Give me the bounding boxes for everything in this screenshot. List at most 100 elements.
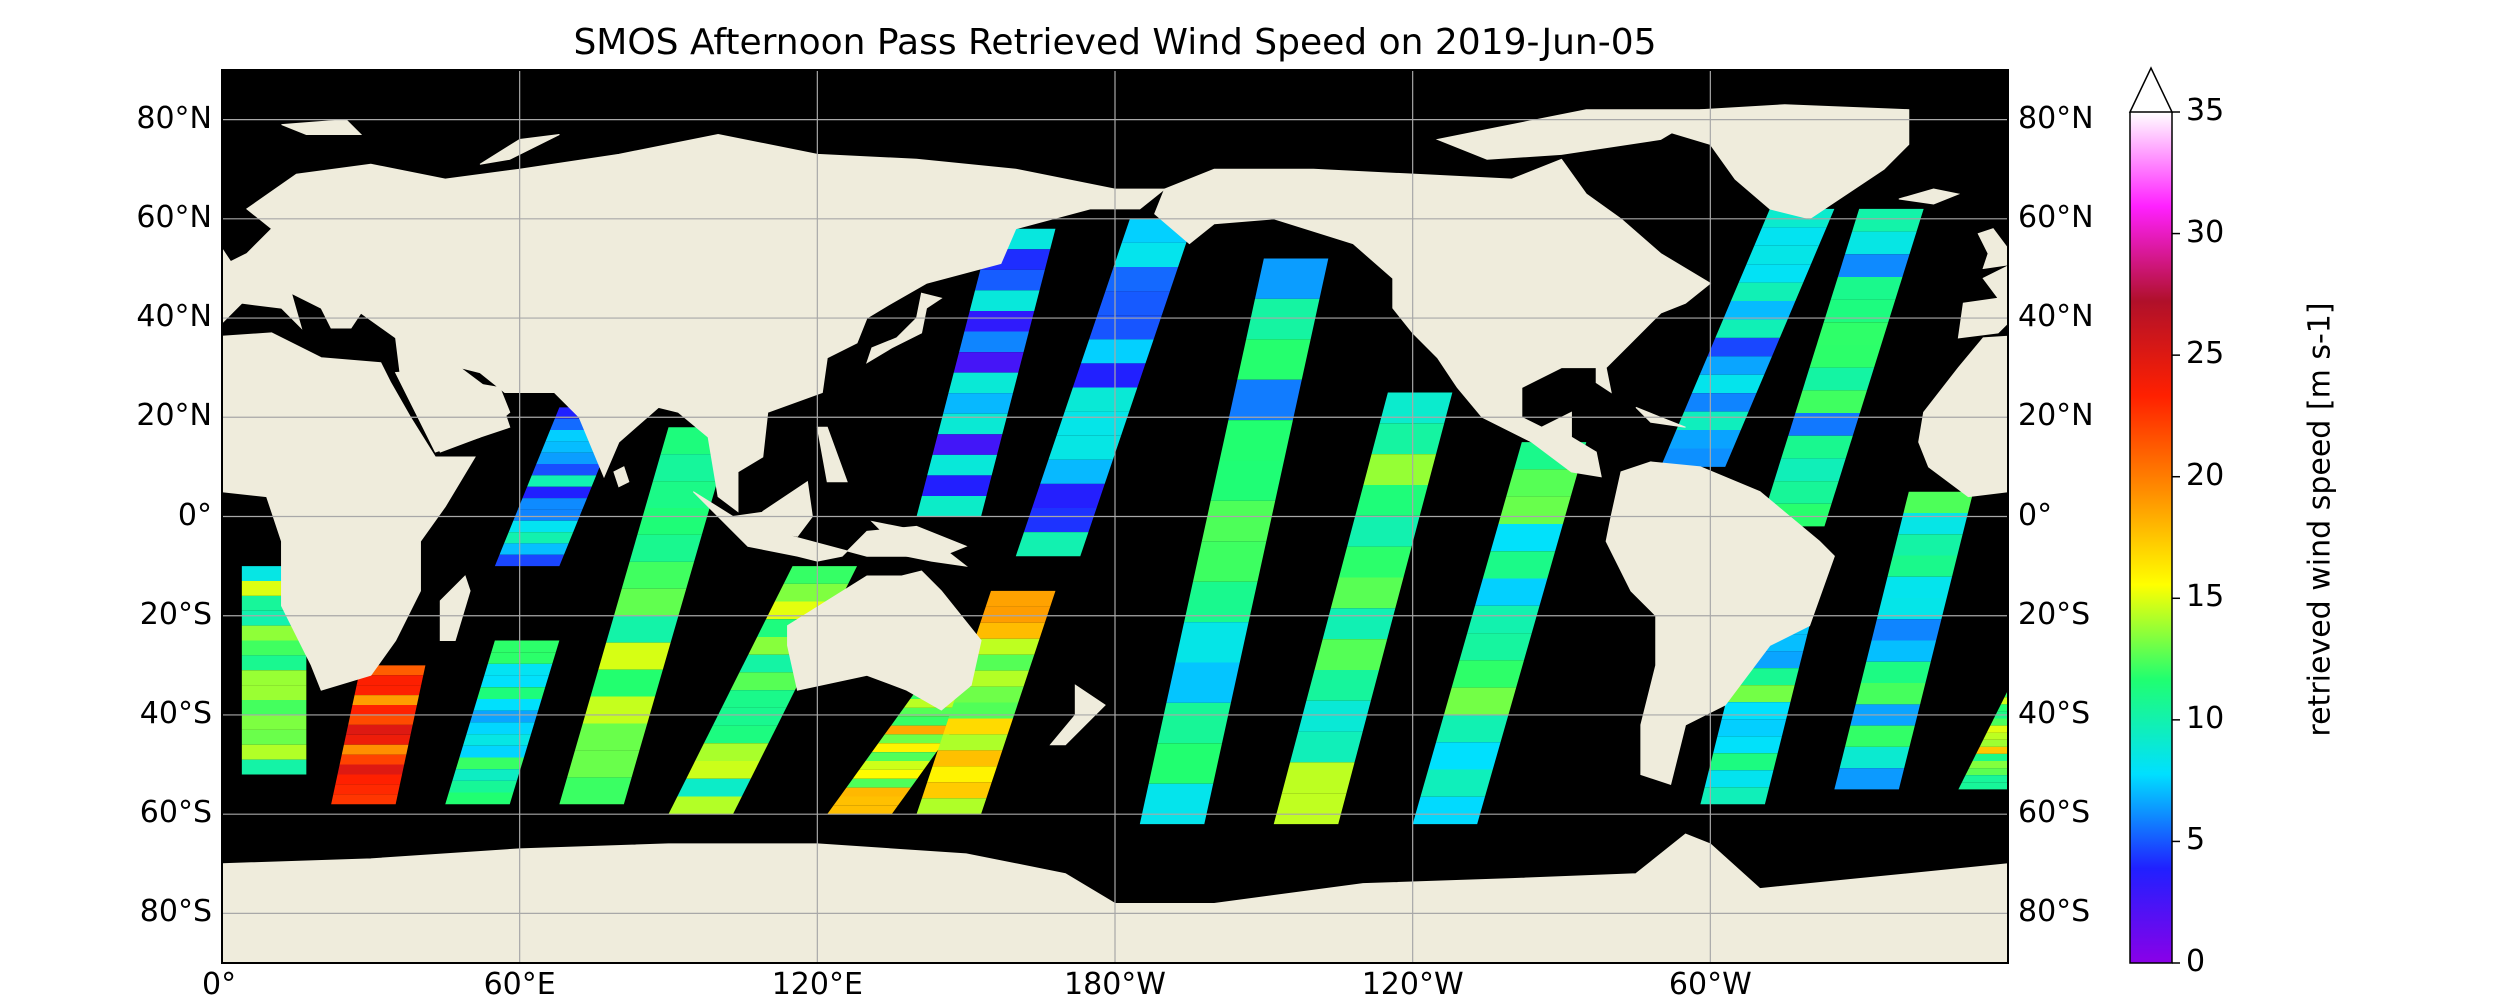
swath-segment <box>891 716 962 726</box>
swath-segment <box>959 331 1029 353</box>
swath-segment <box>1420 769 1493 797</box>
swath-segment <box>1781 435 1853 459</box>
swath-segment <box>1972 753 2008 762</box>
swath-segment <box>494 554 564 567</box>
swath-segment <box>1490 523 1563 552</box>
swath-segment <box>1965 768 2008 776</box>
swath-segment <box>559 777 632 805</box>
swath-segment <box>943 393 1013 414</box>
colorbar-tick-label: 15 <box>2186 579 2225 615</box>
swath-segment <box>1802 367 1875 391</box>
swath-segment <box>527 475 597 487</box>
swath-segment <box>1412 796 1485 825</box>
swath-segment <box>241 759 307 775</box>
swath-segment <box>1428 742 1501 770</box>
swath-segment <box>621 561 695 589</box>
map-frame <box>221 69 2009 964</box>
land-eurasia <box>1957 265 2008 339</box>
swath-segment <box>1322 608 1396 640</box>
lat-tick-label: 60°N <box>2018 199 2094 235</box>
swath-segment <box>1347 515 1420 547</box>
swath-segment <box>1371 423 1445 455</box>
swath-segment <box>1379 392 1453 424</box>
lon-tick-label: 60°W <box>1668 967 1752 1002</box>
swath-segment <box>916 798 987 815</box>
swath-segment <box>1246 298 1320 340</box>
swath-segment <box>1040 459 1113 484</box>
land-new-guinea <box>870 520 968 567</box>
swath-segment <box>921 782 992 799</box>
land-madagascar <box>439 575 471 642</box>
swath-segment <box>508 520 578 533</box>
swath-segment <box>448 780 517 793</box>
swath-segment <box>1056 411 1130 436</box>
lat-tick-label: 80°S <box>139 894 212 930</box>
swath-segment <box>884 725 956 735</box>
colorbar-extend-arrow <box>2128 66 2174 113</box>
swath-segment <box>865 752 937 762</box>
swath-segment <box>491 640 560 653</box>
swath-segment <box>455 757 524 770</box>
swath-segment <box>927 766 997 783</box>
swath-segment <box>1676 411 1749 431</box>
land-japan <box>866 292 943 364</box>
swath-segment <box>1254 258 1329 299</box>
swath-segment <box>969 290 1040 311</box>
swath-segment <box>339 754 407 765</box>
swath-segment <box>241 655 307 671</box>
swath-1 <box>331 665 426 805</box>
swath-segment <box>1290 731 1363 763</box>
land-sri-lanka <box>613 466 630 488</box>
swath-segment <box>241 714 307 730</box>
lat-tick-label: 20°S <box>2018 596 2091 632</box>
swath-segment <box>1730 282 1804 302</box>
land-sri-lanka <box>2400 467 2415 487</box>
swath-segment <box>985 590 1056 607</box>
swath-segment <box>1219 420 1293 461</box>
swath-segment <box>241 670 307 686</box>
swath-segment <box>1436 714 1509 743</box>
lat-tick-label: 20°N <box>2018 398 2094 434</box>
lat-tick-label: 0° <box>2018 497 2053 533</box>
swath-segment <box>333 784 400 795</box>
swath-segment <box>452 769 521 781</box>
swath-segment <box>1506 469 1579 497</box>
colorbar-tick-label: 0 <box>2186 944 2206 979</box>
land-svalbard <box>281 119 363 135</box>
land-indonesia <box>2479 492 2500 561</box>
swath-segment <box>932 434 1003 455</box>
swath-segment <box>916 495 987 517</box>
swath-segment <box>730 672 804 691</box>
swath-segment <box>459 745 528 758</box>
swath-segment <box>1816 322 1889 345</box>
swath-segment <box>1713 736 1782 754</box>
swath-segment <box>1837 254 1910 277</box>
swath-segment <box>1823 299 1896 323</box>
lon-tick-label: 120°E <box>771 967 863 1002</box>
swath-segment <box>567 750 640 778</box>
swath-segment <box>1184 581 1258 623</box>
swath-segment <box>354 685 422 696</box>
swath-segment <box>871 743 943 753</box>
swath-segment <box>677 778 751 797</box>
swath-segment <box>445 792 514 805</box>
swath-segment <box>241 625 307 641</box>
swath-segment <box>1795 390 1867 414</box>
lat-tick-label: 40°S <box>2018 695 2091 731</box>
swath-segment <box>1834 768 1905 790</box>
swath-segment <box>1979 739 2008 747</box>
swath-segment <box>1032 483 1105 508</box>
figure-title: SMOS Afternoon Pass Retrieved Wind Speed… <box>573 22 1657 63</box>
swath-segment <box>1983 732 2008 740</box>
swath-segment <box>783 566 858 584</box>
swath-segment <box>2000 697 2008 705</box>
swath-segment <box>1887 555 1958 577</box>
land-australia <box>787 570 982 711</box>
swath-segment <box>1451 660 1524 688</box>
colorbar-tick-label: 25 <box>2186 336 2225 372</box>
lat-tick-label: 20°S <box>139 596 212 632</box>
swath-segment <box>969 638 1040 655</box>
swath-segment <box>1986 725 2008 733</box>
swath-segment <box>1958 782 2008 790</box>
colorbar-tick-label: 35 <box>2186 93 2225 128</box>
